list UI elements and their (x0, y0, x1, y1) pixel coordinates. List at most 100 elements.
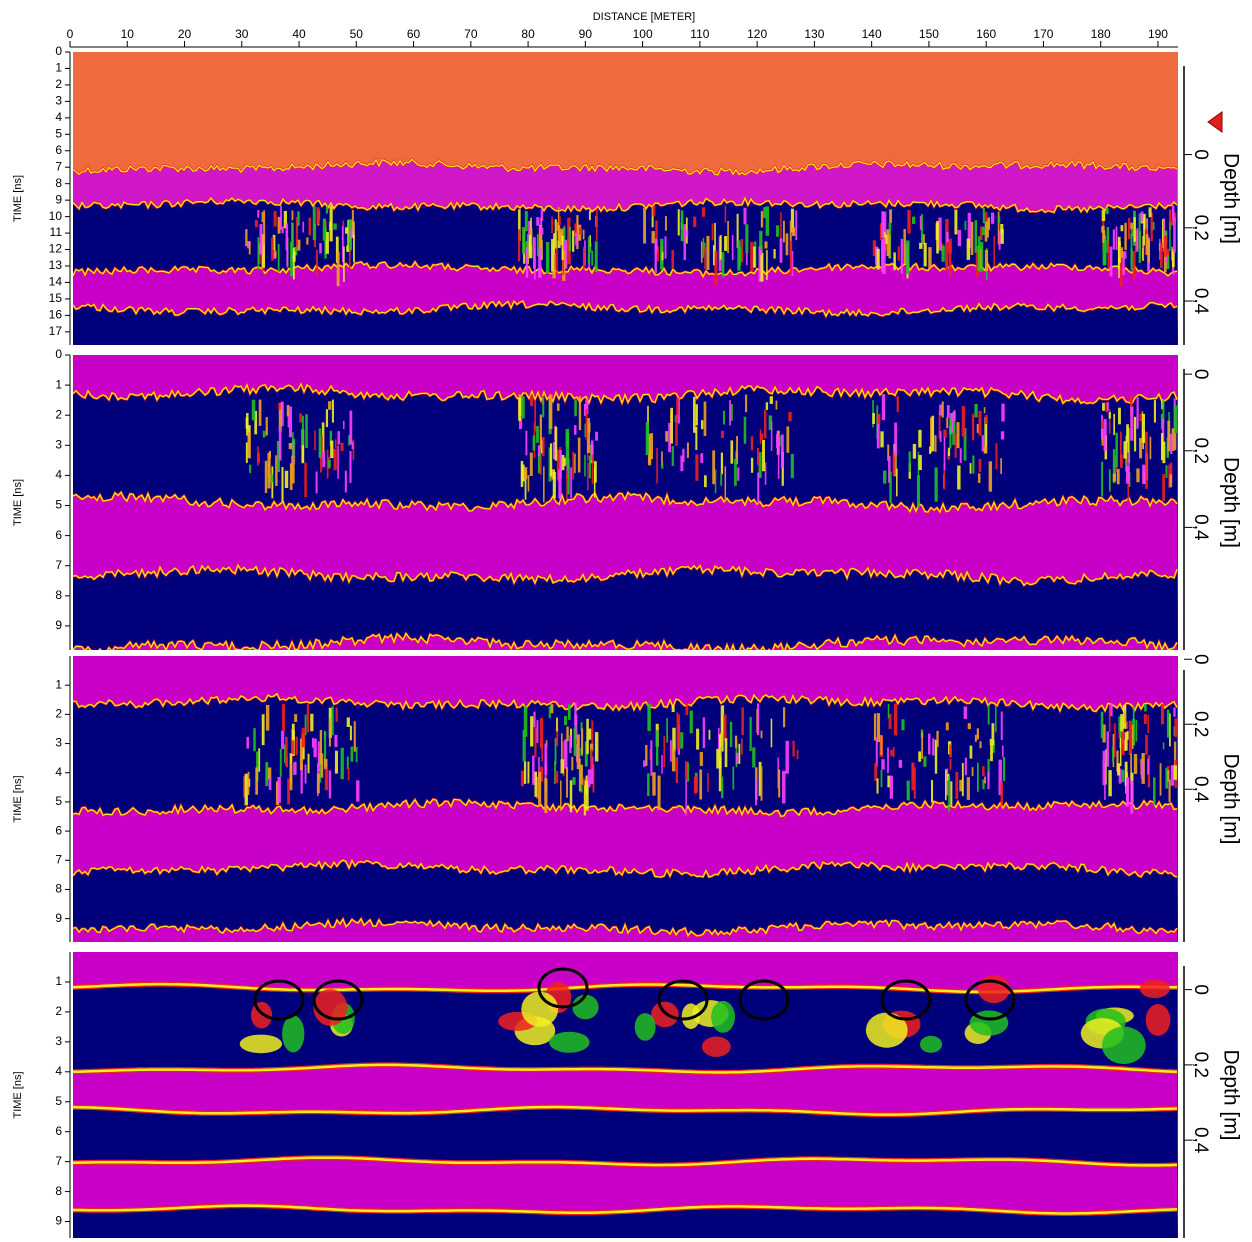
reflection (527, 475, 530, 492)
reflection (572, 994, 599, 1020)
reflection (578, 396, 582, 431)
reflection (711, 223, 714, 241)
reflection (685, 703, 689, 715)
reflection (652, 772, 656, 796)
reflection (974, 220, 978, 253)
reflection (997, 216, 1001, 223)
reflection (1144, 704, 1147, 712)
reflection (284, 470, 289, 488)
reflection (543, 466, 545, 503)
reflection (642, 760, 646, 767)
reflection (903, 228, 906, 265)
reflection (340, 747, 344, 780)
reflection (988, 461, 993, 492)
reflection (257, 210, 260, 218)
reflection (1143, 714, 1147, 724)
radargram-panel (73, 52, 1178, 345)
reflection (1101, 461, 1104, 497)
reflection (788, 411, 792, 422)
reflection (893, 703, 898, 736)
x-tick-label: 70 (464, 27, 478, 41)
reflection (946, 417, 949, 429)
reflection (1148, 207, 1152, 218)
reflection (953, 410, 956, 421)
reflection (540, 217, 543, 237)
reflection (348, 435, 351, 446)
reflection (1122, 251, 1125, 276)
reflection (558, 469, 562, 499)
reflection (1116, 469, 1120, 485)
reflection (538, 247, 542, 278)
reflection (574, 399, 577, 417)
x-tick-label: 90 (579, 27, 593, 41)
reflection (557, 224, 561, 241)
reflection (896, 468, 898, 497)
reflection (702, 237, 705, 258)
reflection (548, 706, 551, 719)
reflection (887, 703, 890, 719)
y-tick-label: 3 (55, 437, 62, 451)
radar-edge (73, 1204, 1178, 1215)
reflection (1119, 247, 1124, 258)
reflection (1109, 246, 1113, 277)
reflection (660, 238, 664, 270)
reflection (253, 728, 256, 752)
reflection (651, 1001, 679, 1028)
reflection (287, 412, 290, 428)
y-tick-label: 5 (55, 1094, 62, 1108)
reflection (554, 219, 557, 249)
reflection (776, 434, 780, 449)
reflection (524, 470, 527, 500)
reflection (532, 435, 536, 451)
reflection (778, 769, 781, 798)
reflection (562, 741, 565, 777)
reflection (749, 717, 752, 752)
reflection (328, 401, 332, 410)
reflection (267, 452, 271, 489)
reflection (649, 433, 654, 460)
reflection (318, 428, 322, 458)
radar-edge (73, 858, 1178, 878)
reflection (554, 737, 557, 765)
reflection (323, 731, 327, 766)
reflection (518, 397, 522, 421)
radar-layer (73, 633, 1178, 650)
reflection (293, 761, 297, 775)
reflection (957, 229, 962, 247)
reflection (1101, 209, 1106, 222)
reflection (984, 221, 988, 242)
reflection (257, 237, 260, 270)
reflection (1102, 402, 1105, 411)
reflection (556, 717, 558, 732)
reflection (720, 472, 723, 486)
reflection (693, 396, 696, 433)
reflection (680, 221, 684, 230)
y-tick-label: 8 (55, 882, 62, 896)
reflection (1121, 731, 1125, 756)
reflection (1115, 226, 1118, 250)
reflection (539, 414, 542, 450)
reflection (561, 733, 563, 760)
reflection (551, 469, 554, 480)
reflection (888, 713, 892, 729)
reflection (1126, 424, 1129, 453)
reflection (285, 223, 289, 251)
reflection (1149, 436, 1152, 460)
y-axis-label: TIME [ns] (12, 175, 24, 222)
reflection (248, 241, 251, 255)
radar-edge (73, 300, 1178, 318)
reflection (1127, 217, 1131, 240)
reflection (750, 436, 754, 451)
reflection (244, 773, 248, 806)
reflection (319, 730, 323, 765)
reflection (907, 210, 911, 234)
reflection (750, 242, 754, 272)
reflection (524, 210, 528, 232)
reflection (1105, 749, 1107, 785)
reflection (349, 451, 352, 483)
radar-texture (73, 952, 1178, 1238)
reflection (1000, 711, 1003, 741)
reflection (1120, 714, 1124, 744)
reflection (542, 397, 545, 418)
reflection (944, 769, 947, 801)
